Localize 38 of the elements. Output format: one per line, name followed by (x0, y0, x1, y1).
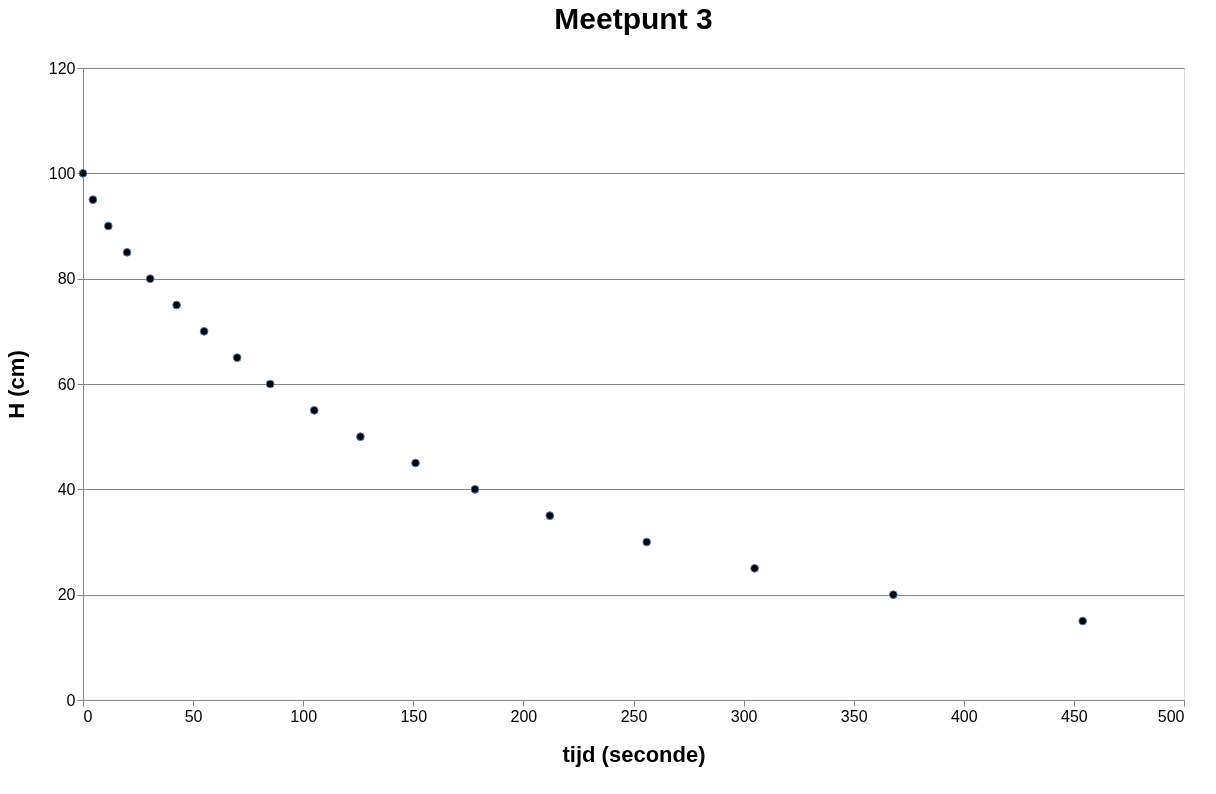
point (411, 458, 420, 468)
point (199, 326, 209, 336)
point (145, 274, 155, 284)
x-tick-label: 150 (400, 707, 428, 725)
point (888, 590, 898, 600)
chart-title: Meetpunt 3 (554, 2, 713, 35)
x-tick-label: 400 (950, 707, 978, 725)
y-tick-label: 20 (57, 586, 76, 604)
point (172, 300, 181, 310)
x-tick-label: 0 (83, 707, 93, 725)
y-tick-label: 120 (48, 59, 76, 77)
point (103, 221, 113, 231)
x-tick-label: 350 (840, 707, 868, 725)
y-axis-title: H (cm) (3, 350, 29, 419)
x-tick-label: 100 (290, 707, 318, 725)
y-tick-label: 80 (57, 270, 76, 288)
x-tick-label: 500 (1157, 707, 1185, 725)
point (232, 353, 242, 363)
point (470, 484, 480, 494)
y-tick-label: 40 (57, 480, 76, 498)
point (642, 537, 652, 547)
point (750, 563, 759, 573)
point (356, 432, 365, 442)
x-tick-label: 250 (620, 707, 648, 725)
x-axis-title: tijd (seconde) (562, 741, 706, 767)
x-tick-label: 300 (730, 707, 758, 725)
point (122, 247, 132, 257)
x-tick-label: 200 (510, 707, 538, 725)
y-tick-label: 60 (57, 375, 76, 393)
x-tick-label: 50 (184, 707, 203, 725)
x-tick-label: 450 (1061, 707, 1088, 725)
point (545, 511, 555, 521)
point (309, 405, 319, 415)
point (265, 379, 275, 389)
point (1078, 616, 1088, 626)
y-tick-label: 100 (48, 164, 76, 182)
y-tick-label: 0 (66, 691, 76, 709)
point (88, 195, 98, 205)
